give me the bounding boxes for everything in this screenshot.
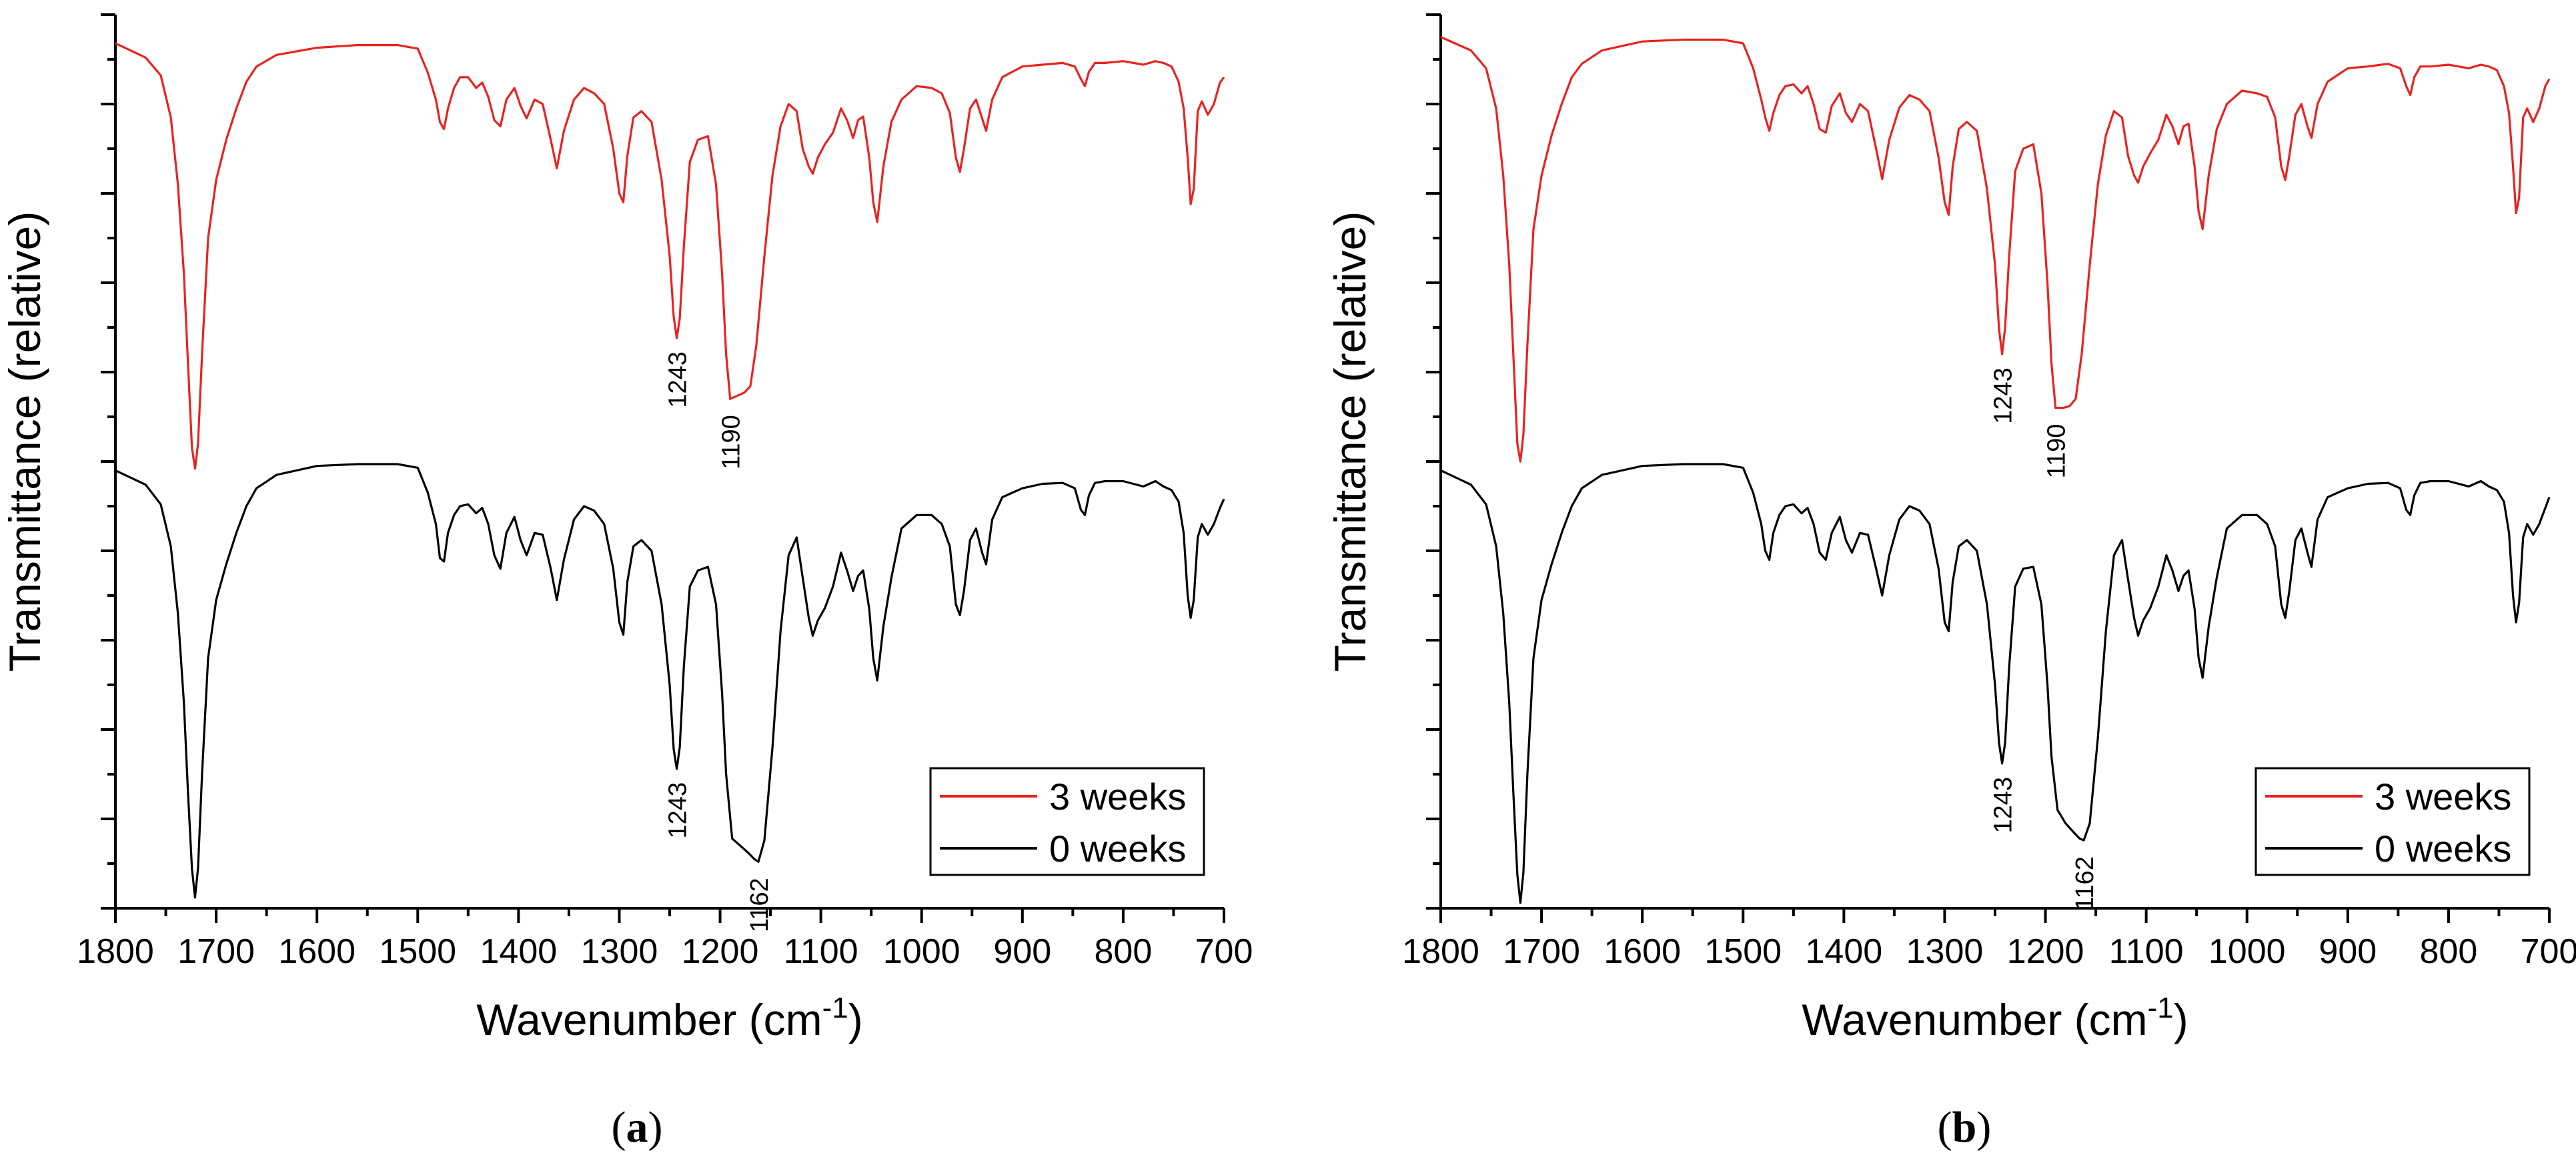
x-tick-label: 1100	[2109, 932, 2184, 971]
x-axis-title-sup: -1	[822, 992, 848, 1024]
x-axis-title-sup: -1	[2148, 992, 2174, 1024]
x-axis-title-text: Wavenumber (cm	[1802, 995, 2147, 1044]
peak-annotation: 1243	[664, 351, 692, 408]
x-axis-title: Wavenumber (cm-1)	[476, 992, 862, 1044]
panel-b: 1800 1700 1600 1500 1400 1300 1200 1100 1000 900 8…	[1325, 13, 2576, 1152]
legend-box	[2255, 767, 2531, 876]
panel-label-open: (	[612, 1103, 626, 1152]
legend: 3 weeks 0 weeks	[929, 767, 1205, 876]
x-tick-label: 1700	[1503, 932, 1580, 971]
legend-label: 0 weeks	[1049, 828, 1186, 870]
x-tick-label: 1000	[2208, 932, 2286, 971]
legend-box	[929, 767, 1205, 876]
x-tick-label: 1200	[682, 932, 759, 971]
x-tick-label: 1500	[1704, 932, 1782, 971]
peak-annotation: 1190	[718, 415, 746, 469]
x-tick-label: 800	[1095, 932, 1153, 971]
x-tick-label: 1200	[2007, 932, 2084, 971]
x-tick-label: 1400	[1806, 932, 1883, 971]
panel-label-close: )	[1976, 1103, 1991, 1152]
legend: 3 weeks 0 weeks	[2255, 767, 2531, 876]
x-tick-label: 1800	[77, 932, 154, 971]
x-tick-label: 800	[2420, 932, 2478, 971]
x-axis-title: Wavenumber (cm-1)	[1802, 992, 2188, 1044]
peak-annotation: 1190	[2043, 424, 2071, 479]
peak-annotation: 1243	[664, 782, 692, 839]
panel-label: (a)	[612, 1103, 663, 1152]
series-line-three-weeks	[115, 42, 1225, 470]
legend-label: 0 weeks	[2375, 828, 2511, 870]
legend-label: 3 weeks	[2375, 776, 2511, 818]
legend-label: 3 weeks	[1049, 776, 1186, 818]
series-line-three-weeks	[1440, 36, 2551, 463]
x-tick-label: 900	[993, 932, 1051, 971]
peak-annotation: 1243	[1990, 777, 2018, 834]
panel-label-letter: b	[1952, 1103, 1977, 1152]
x-tick-label: 1300	[581, 932, 658, 971]
x-tick-label: 1100	[784, 932, 858, 971]
panel-label: (b)	[1938, 1103, 1992, 1152]
peak-annotation: 1162	[2071, 856, 2099, 911]
x-tick-label: 1600	[1603, 932, 1681, 971]
x-tick-label: 1500	[379, 932, 456, 971]
y-axis-title: Transmittance (relative)	[0, 211, 49, 672]
panel-a: 1800 1700 1600 1500 1400 1300 1200 1100 1000 900 8…	[0, 13, 1253, 1152]
x-tick-label: 700	[1195, 932, 1253, 971]
peak-annotation: 1162	[746, 878, 774, 932]
x-tick-label: 1400	[480, 932, 558, 971]
panel-label-letter: a	[626, 1103, 648, 1152]
peak-annotation: 1243	[1990, 367, 2018, 424]
panel-label-open: (	[1938, 1103, 1952, 1152]
x-tick-label: 1700	[177, 932, 255, 971]
x-axis-title-text: Wavenumber (cm	[476, 995, 822, 1044]
panel-label-close: )	[648, 1103, 663, 1152]
x-axis-title-close: )	[2174, 995, 2188, 1044]
x-tick-label: 700	[2521, 932, 2576, 971]
series-line-zero-weeks	[115, 463, 1225, 899]
x-tick-label: 1800	[1402, 932, 1479, 971]
y-axis-title: Transmittance (relative)	[1325, 211, 1375, 672]
x-tick-label: 1300	[1906, 932, 1984, 971]
x-tick-label: 1600	[278, 932, 356, 971]
x-tick-label: 900	[2319, 932, 2377, 971]
x-axis-title-close: )	[848, 995, 863, 1044]
series-line-zero-weeks	[1440, 463, 2551, 904]
x-tick-label: 1000	[883, 932, 960, 971]
